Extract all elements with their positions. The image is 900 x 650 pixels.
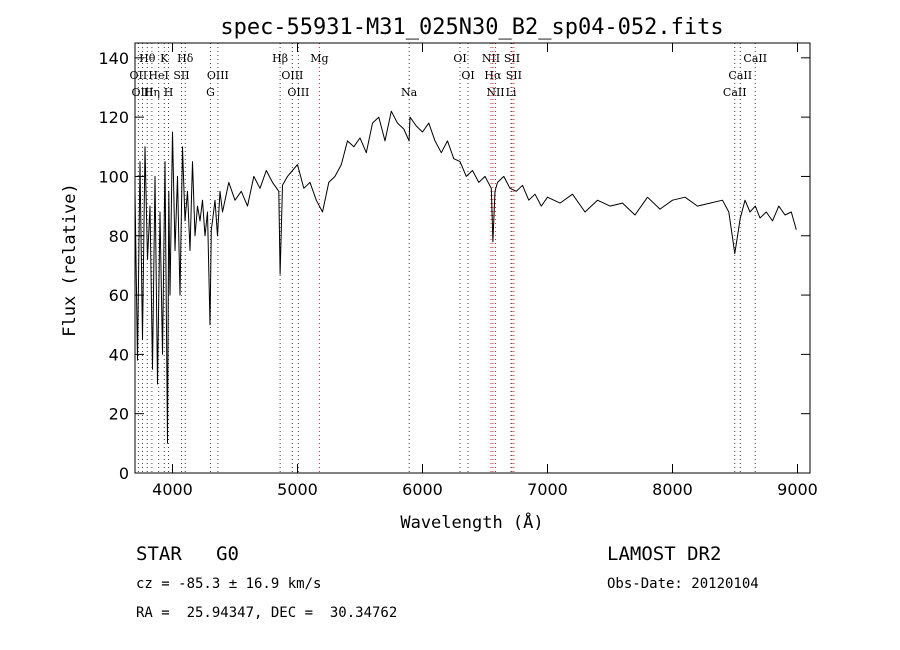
line-marker-label-10: HeI bbox=[148, 69, 168, 82]
x-tick-label-1: 5000 bbox=[277, 480, 318, 499]
y-axis-label: Flux (relative) bbox=[60, 183, 80, 337]
spectrum-line bbox=[134, 110, 797, 444]
plot-area: 4000 5000 6000 7000 8000 9000 0 20 40 60 80 100 120 1… bbox=[98, 42, 818, 499]
line-marker-label-14: OI bbox=[461, 69, 474, 82]
line-marker-label-5: OI bbox=[453, 52, 466, 65]
x-tick-label-4: 8000 bbox=[652, 480, 693, 499]
x-tick-label-0: 4000 bbox=[152, 480, 193, 499]
line-marker-label-0: Hθ bbox=[139, 52, 156, 65]
line-marker-label-26: CaII bbox=[723, 86, 747, 99]
y-tick-label-1: 20 bbox=[109, 405, 129, 424]
y-tick-label-2: 40 bbox=[109, 345, 129, 364]
line-marker-label-2: Hδ bbox=[177, 52, 194, 65]
line-marker-label-18: OIII bbox=[131, 86, 153, 99]
chart-title: spec-55931-M31_025N30_B2_sp04-052.fits bbox=[220, 15, 723, 40]
line-marker-label-15: Hα bbox=[484, 69, 502, 82]
line-marker-label-8: CaII bbox=[743, 52, 767, 65]
line-marker-label-21: G bbox=[206, 86, 215, 99]
line-marker-label-13: OIII bbox=[281, 69, 303, 82]
line-marker-label-23: Na bbox=[401, 86, 418, 99]
line-marker-label-11: SII bbox=[173, 69, 189, 82]
line-marker-label-12: OIII bbox=[207, 69, 229, 82]
line-marker-label-19: Hη bbox=[144, 86, 160, 99]
line-marker-label-16: SII bbox=[506, 69, 522, 82]
plot-frame bbox=[134, 42, 811, 474]
survey-label: LAMOST DR2 bbox=[607, 543, 722, 565]
line-marker-label-3: Hβ bbox=[272, 52, 288, 65]
line-marker-label-22: OIII bbox=[287, 86, 309, 99]
x-axis-label: Wavelength (Å) bbox=[400, 511, 543, 533]
line-marker-label-20: H bbox=[164, 86, 174, 99]
y-tick-label-0: 0 bbox=[119, 464, 129, 483]
obs-date-label: Obs-Date: 20120104 bbox=[607, 576, 759, 592]
y-tick-label-3: 60 bbox=[109, 286, 129, 305]
x-tick-label-3: 7000 bbox=[527, 480, 568, 499]
y-tick-label-7: 140 bbox=[98, 49, 129, 68]
x-tick-label-5: 9000 bbox=[777, 480, 818, 499]
classification-label: STAR G0 bbox=[136, 543, 239, 565]
y-tick-label-4: 80 bbox=[109, 227, 129, 246]
y-tick-label-6: 120 bbox=[98, 108, 129, 127]
line-marker-label-1: K bbox=[160, 52, 169, 65]
line-marker-label-9: OII bbox=[130, 69, 148, 82]
line-marker-label-24: NII bbox=[486, 86, 504, 99]
x-tick-label-2: 6000 bbox=[402, 480, 443, 499]
line-marker-label-4: Mg bbox=[310, 52, 328, 65]
line-marker-label-6: NII bbox=[482, 52, 500, 65]
line-marker-label-7: SII bbox=[504, 52, 520, 65]
redshift-label: cz = -85.3 ± 16.9 km/s bbox=[136, 576, 322, 592]
line-marker-label-17: CaII bbox=[728, 69, 752, 82]
y-tick-label-5: 100 bbox=[98, 167, 129, 186]
line-marker-label-25: Li bbox=[506, 86, 517, 99]
coordinates-label: RA = 25.94347, DEC = 30.34762 bbox=[136, 605, 398, 621]
